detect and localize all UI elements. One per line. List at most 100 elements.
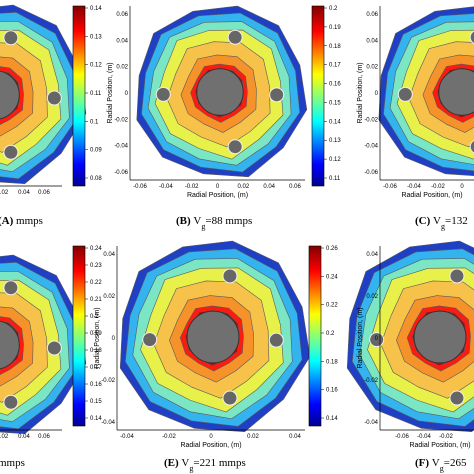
panel-f: -0.06 -0.04 -0.02 0.04 0.02 0 -0.02 -0.04 Radial… (346, 240, 474, 473)
x-tick-label: -0.04 (159, 184, 173, 190)
panel-d: .02 0.04 0.06 0.24 0.23 0.22 0.21 0.2 0.19 0.18 0.… (0, 245, 102, 469)
caption-subscript: g (441, 222, 445, 231)
colorbar-tick-label: 0.14 (90, 416, 102, 422)
x-tick-label: 0.06 (289, 184, 301, 190)
caption-value: =221 mmps (193, 457, 245, 469)
colorbar-tick-label: 0.12 (329, 157, 341, 163)
x-axis-label: Radial Position, (m) (180, 442, 241, 449)
x-tick-label: .02 (0, 190, 9, 196)
y-tick-label: -0.02 (364, 117, 378, 123)
probe-marker (469, 30, 474, 45)
caption-letter: (C) (415, 215, 433, 227)
colorbar-tick-label: 0.26 (326, 246, 338, 252)
colorbar-tick-label: 0.11 (329, 176, 341, 182)
probe-marker (3, 144, 19, 160)
probe-marker (268, 332, 284, 348)
colorbar-tick-label: 0.14 (329, 119, 341, 125)
x-tick-label: 0.04 (263, 184, 275, 190)
y-tick-label: 0.02 (116, 65, 128, 71)
x-tick-label: -0.02 (439, 434, 453, 440)
y-tick-label: 0 (375, 336, 379, 342)
panel-caption: (F) Vg=265 (415, 457, 467, 473)
probe-marker (222, 268, 238, 284)
center-pipe (196, 68, 244, 116)
center-pipe (413, 310, 467, 364)
caption-text: mmps (16, 215, 43, 227)
colorbar-tick-label: 0.14 (90, 6, 102, 12)
caption-letter: (B) (176, 215, 193, 227)
caption-text: mmps (0, 457, 25, 469)
y-tick-label: -0.04 (114, 144, 128, 150)
y-axis-label: Radial Position, (m) (107, 62, 114, 123)
colorbar-tick-label: 0.24 (90, 246, 102, 252)
probe-marker (227, 139, 243, 155)
y-tick-label: 0 (125, 91, 129, 97)
y-tick-label: -0.04 (364, 420, 378, 426)
colorbar-tick-label: 0.16 (326, 388, 338, 394)
probe-marker (397, 86, 413, 102)
x-tick-label: -0.02 (431, 184, 445, 190)
x-tick-label: 0 (216, 184, 220, 190)
y-tick-label: 0.04 (366, 252, 378, 258)
y-tick-label: -0.02 (114, 117, 128, 123)
center-pipe (0, 320, 20, 370)
probe-marker (449, 268, 465, 284)
y-tick-label: 0.06 (116, 12, 128, 18)
caption-letter: (A) (0, 215, 16, 227)
x-axis-label: Radial Position, (m) (401, 192, 462, 199)
x-tick-label: -0.02 (185, 184, 199, 190)
colorbar-tick-label: 0.19 (90, 331, 102, 337)
panel-caption: mmps (0, 457, 25, 469)
x-tick-label: 0 (209, 434, 213, 440)
caption-value: =88 mmps (205, 215, 252, 227)
probe-marker (3, 394, 19, 410)
y-tick-label: 0.02 (103, 294, 115, 300)
x-tick-label: -0.04 (417, 434, 431, 440)
x-tick-label: .02 (0, 434, 9, 440)
y-tick-label: 0.02 (366, 65, 378, 71)
colorbar-tick-label: 0.15 (329, 100, 341, 106)
probe-marker (449, 390, 465, 406)
caption-text: V (193, 215, 201, 227)
x-tick-label: 0 (460, 184, 464, 190)
probe-marker (142, 332, 158, 348)
colorbar (72, 245, 86, 427)
panel-a: .02 0.04 0.06 0.14 0.13 0.12 0.11 0.1 0.09 0.08 (A… (0, 4, 102, 227)
colorbar-tick-label: 0.23 (90, 263, 102, 269)
probe-marker (269, 87, 285, 103)
probe-marker (3, 280, 19, 296)
x-tick-label: 0.04 (289, 434, 301, 440)
colorbar-tick-label: 0.13 (90, 34, 102, 40)
colorbar-tick-label: 0.15 (90, 399, 102, 405)
y-tick-label: 0.06 (366, 12, 378, 18)
x-tick-label: -0.06 (395, 434, 409, 440)
colorbar-tick-label: 0.13 (329, 138, 341, 144)
x-tick-label: 0.04 (18, 434, 30, 440)
y-tick-label: -0.04 (101, 420, 115, 426)
probe-marker (3, 30, 19, 46)
y-tick-label: 0 (375, 91, 379, 97)
colorbar-tick-label: 0.24 (326, 274, 338, 280)
colorbar (311, 5, 325, 187)
panel-caption: (B) Vg=88 mmps (176, 215, 252, 231)
y-axis-label: Radial Position, (m) (357, 62, 364, 123)
probe-marker (155, 86, 171, 102)
center-pipe (0, 70, 20, 120)
colorbar-tick-label: 0.16 (329, 82, 341, 88)
colorbar-tick-label: 0.17 (329, 63, 341, 69)
colorbar-tick-label: 0.18 (90, 348, 102, 354)
caption-subscript: g (189, 464, 193, 473)
panel-e: -0.04 -0.02 0 0.02 0.04 0.04 0.02 0 -0.02 -0.04 Ra… (94, 240, 338, 473)
y-tick-label: 0.04 (366, 38, 378, 44)
colorbar-tick-label: 0.12 (90, 63, 102, 69)
x-tick-label: 0.02 (247, 434, 259, 440)
y-axis-label: Radial Position, (m) (94, 307, 101, 368)
caption-value: =265 (444, 457, 467, 469)
y-axis-label: Radial Position, (m) (357, 307, 364, 368)
probe-marker (222, 390, 238, 406)
colorbar-tick-label: 0.1 (90, 119, 99, 125)
colorbar-tick-label: 0.21 (90, 297, 102, 303)
colorbar-tick-label: 0.08 (90, 176, 102, 182)
colorbar-tick-label: 0.19 (329, 25, 341, 31)
